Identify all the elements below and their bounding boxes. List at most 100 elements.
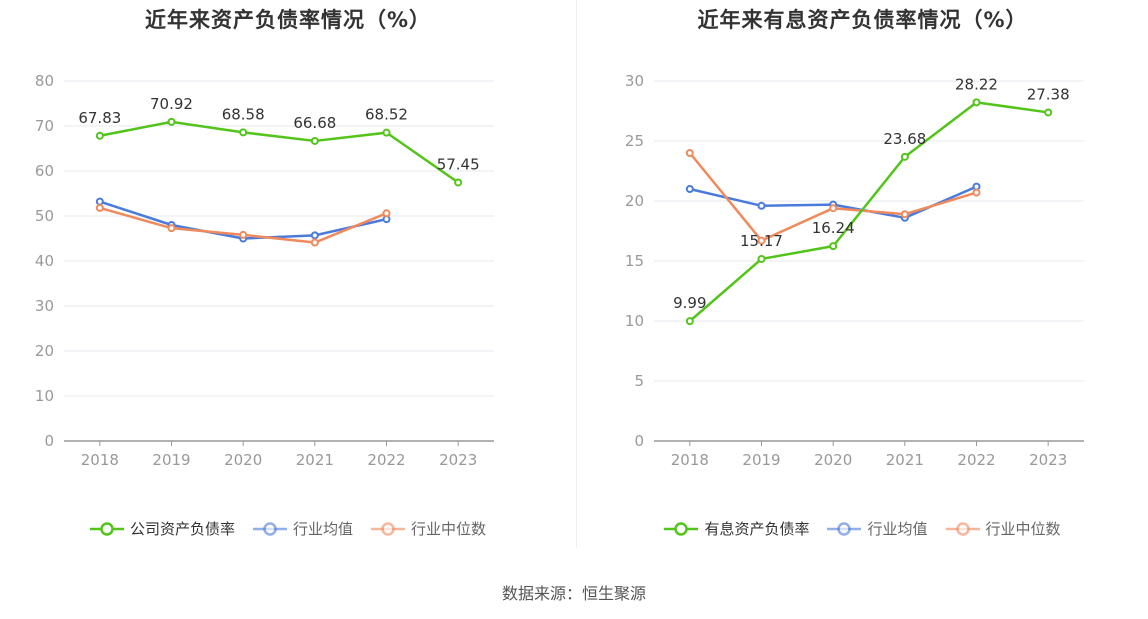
legend-label: 有息资产负债率 — [704, 520, 810, 538]
legend-label: 行业均值 — [867, 520, 928, 538]
y-tick-label: 20 — [625, 192, 644, 210]
legend-swatch-icon — [945, 521, 980, 536]
x-tick-label: 2022 — [957, 451, 995, 469]
data-point — [685, 185, 694, 193]
data-point — [95, 197, 104, 206]
chart-legend: 有息资产负债率 行业均值 行业中位数 — [577, 518, 1148, 539]
legend-item[interactable]: 有息资产负债率 — [664, 518, 809, 539]
data-point — [310, 238, 319, 247]
data-point — [382, 209, 391, 218]
data-label: 9.99 — [673, 294, 706, 312]
legend-marker — [263, 521, 277, 536]
x-tick-label: 2022 — [367, 451, 405, 469]
legend-label: 公司资产负债率 — [129, 520, 235, 538]
data-point — [900, 210, 909, 219]
x-tick-label: 2020 — [814, 451, 852, 469]
data-point — [900, 152, 909, 161]
x-tick-label: 2018 — [671, 451, 709, 469]
data-label: 27.38 — [1027, 85, 1070, 103]
chart-legend: 公司资产负债率 行业均值 行业中位数 — [0, 518, 576, 539]
data-label: 66.68 — [293, 114, 336, 132]
series-line — [99, 120, 459, 184]
y-tick-label: 60 — [35, 162, 54, 180]
y-tick-label: 0 — [44, 432, 54, 450]
y-tick-label: 25 — [625, 132, 644, 150]
x-tick-label: 2018 — [81, 451, 119, 469]
x-tick-label: 2020 — [224, 451, 262, 469]
data-point — [310, 136, 319, 145]
right-chart-panel: 近年来有息资产负债率情况（%） 0 5 10 15 20 25 30 2018 2019 2020… — [577, 0, 1148, 560]
data-point — [685, 317, 694, 326]
legend-item[interactable]: 公司资产负债率 — [89, 518, 235, 539]
data-label: 28.22 — [955, 75, 998, 93]
legend-swatch-icon — [664, 521, 699, 536]
chart-title: 近年来有息资产负债率情况（%） — [697, 8, 1028, 32]
y-tick-label: 30 — [625, 72, 644, 90]
data-point — [167, 224, 176, 233]
data-point — [685, 149, 694, 157]
data-point — [757, 201, 766, 210]
y-tick-label: 0 — [634, 432, 644, 450]
data-point — [972, 188, 981, 197]
data-label: 57.45 — [437, 155, 480, 173]
x-tick-label: 2023 — [1029, 451, 1067, 469]
legend-item[interactable]: 行业中位数 — [945, 518, 1061, 539]
data-point — [310, 231, 319, 240]
legend-swatch-icon — [89, 521, 124, 536]
line-chart-debt-ratio: 0 10 20 30 40 50 60 70 80 2018 2019 2020 2021 2022 202… — [35, 72, 494, 469]
y-tick-label: 10 — [35, 387, 54, 405]
legend-marker — [837, 521, 852, 536]
data-point — [95, 131, 104, 140]
series-line — [689, 101, 1049, 323]
line-chart-interest-debt-ratio: 0 5 10 15 20 25 30 2018 2019 2020 2021 2022 2023 9.99… — [625, 72, 1084, 469]
y-tick-label: 15 — [625, 252, 644, 270]
data-point — [167, 117, 176, 126]
legend-marker — [100, 521, 114, 536]
x-tick-label: 2021 — [886, 451, 924, 469]
x-tick-label: 2021 — [296, 451, 334, 469]
legend-item[interactable]: 行业均值 — [827, 518, 928, 539]
panel-divider — [576, 0, 577, 548]
y-tick-label: 80 — [35, 72, 54, 90]
legend-item[interactable]: 行业均值 — [252, 518, 353, 539]
y-tick-label: 40 — [35, 252, 54, 270]
legend-swatch-icon — [827, 521, 862, 536]
data-point — [972, 98, 981, 107]
y-tick-label: 20 — [35, 342, 54, 360]
data-point — [239, 230, 248, 239]
left-chart-panel: 近年来资产负债率情况（%） 0 10 20 30 40 50 60 70 80 2018 2019 2… — [0, 0, 576, 560]
data-source-note: 数据来源：恒生聚源 — [501, 584, 646, 603]
y-tick-label: 70 — [35, 117, 54, 135]
y-tick-label: 30 — [35, 297, 54, 315]
data-label: 70.92 — [150, 95, 193, 113]
legend-swatch-icon — [252, 521, 287, 536]
data-label: 15.17 — [740, 232, 783, 250]
data-point — [829, 204, 838, 213]
data-point — [829, 242, 838, 251]
legend-marker — [674, 521, 689, 536]
data-point — [1044, 108, 1053, 117]
legend-marker — [381, 521, 395, 536]
data-point — [454, 178, 463, 187]
legend-label: 行业中位数 — [411, 520, 487, 538]
data-point — [382, 128, 391, 137]
x-tick-label: 2019 — [152, 451, 190, 469]
y-tick-label: 10 — [625, 312, 644, 330]
y-tick-label: 50 — [35, 207, 54, 225]
data-label: 68.52 — [365, 106, 408, 124]
legend-label: 行业均值 — [292, 520, 353, 538]
data-label: 16.24 — [812, 219, 855, 237]
legend-item[interactable]: 行业中位数 — [371, 518, 486, 539]
legend-marker — [955, 521, 970, 536]
data-point — [757, 236, 766, 245]
data-label: 68.58 — [222, 105, 265, 123]
legend-label: 行业中位数 — [985, 520, 1061, 538]
data-label: 23.68 — [883, 130, 926, 148]
data-label: 67.83 — [78, 109, 121, 127]
data-point — [95, 203, 104, 212]
data-point — [239, 128, 248, 137]
y-tick-label: 5 — [634, 372, 644, 390]
x-tick-label: 2019 — [742, 451, 780, 469]
legend-swatch-icon — [371, 521, 405, 536]
chart-title: 近年来资产负债率情况（%） — [144, 8, 432, 32]
